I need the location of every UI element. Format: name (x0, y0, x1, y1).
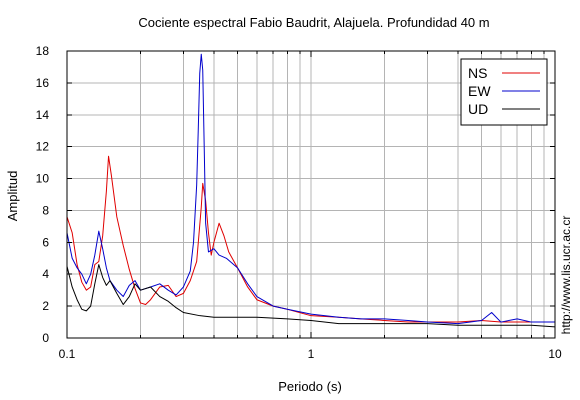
grid-lines (66, 50, 555, 339)
legend-label-ud: UD (468, 101, 488, 117)
series-line-ew (66, 53, 555, 325)
y-tick-label: 18 (36, 44, 50, 58)
series-line-ud (66, 264, 556, 328)
y-tick-label: 12 (36, 140, 50, 154)
legend-label-ns: NS (468, 65, 487, 81)
y-tick-label: 16 (36, 76, 50, 90)
y-tick-label: 6 (42, 235, 49, 249)
x-tick-label: 1 (308, 347, 315, 361)
chart-title: Cociente espectral Fabio Baudrit, Alajue… (138, 15, 489, 30)
y-tick-label: 10 (36, 172, 50, 186)
x-tick-label: 10 (548, 347, 562, 361)
series-layer (66, 53, 556, 328)
y-axis-label: Amplitud (5, 171, 20, 222)
website-watermark: http://www.lis.ucr.ac.cr (559, 216, 573, 335)
y-tick-label: 0 (42, 331, 49, 345)
axis-ticks: 0 2 4 6 8 10 12 14 16 18 0.1 1 10 (36, 44, 562, 361)
x-tick-label: 0.1 (59, 347, 76, 361)
legend-label-ew: EW (468, 83, 491, 99)
y-tick-label: 2 (42, 299, 49, 313)
legend: NS EW UD (460, 58, 548, 126)
x-axis-label: Periodo (s) (278, 379, 342, 394)
y-tick-label: 8 (42, 203, 49, 217)
y-tick-label: 4 (42, 267, 49, 281)
y-tick-label: 14 (36, 108, 50, 122)
legend-box (460, 58, 548, 126)
